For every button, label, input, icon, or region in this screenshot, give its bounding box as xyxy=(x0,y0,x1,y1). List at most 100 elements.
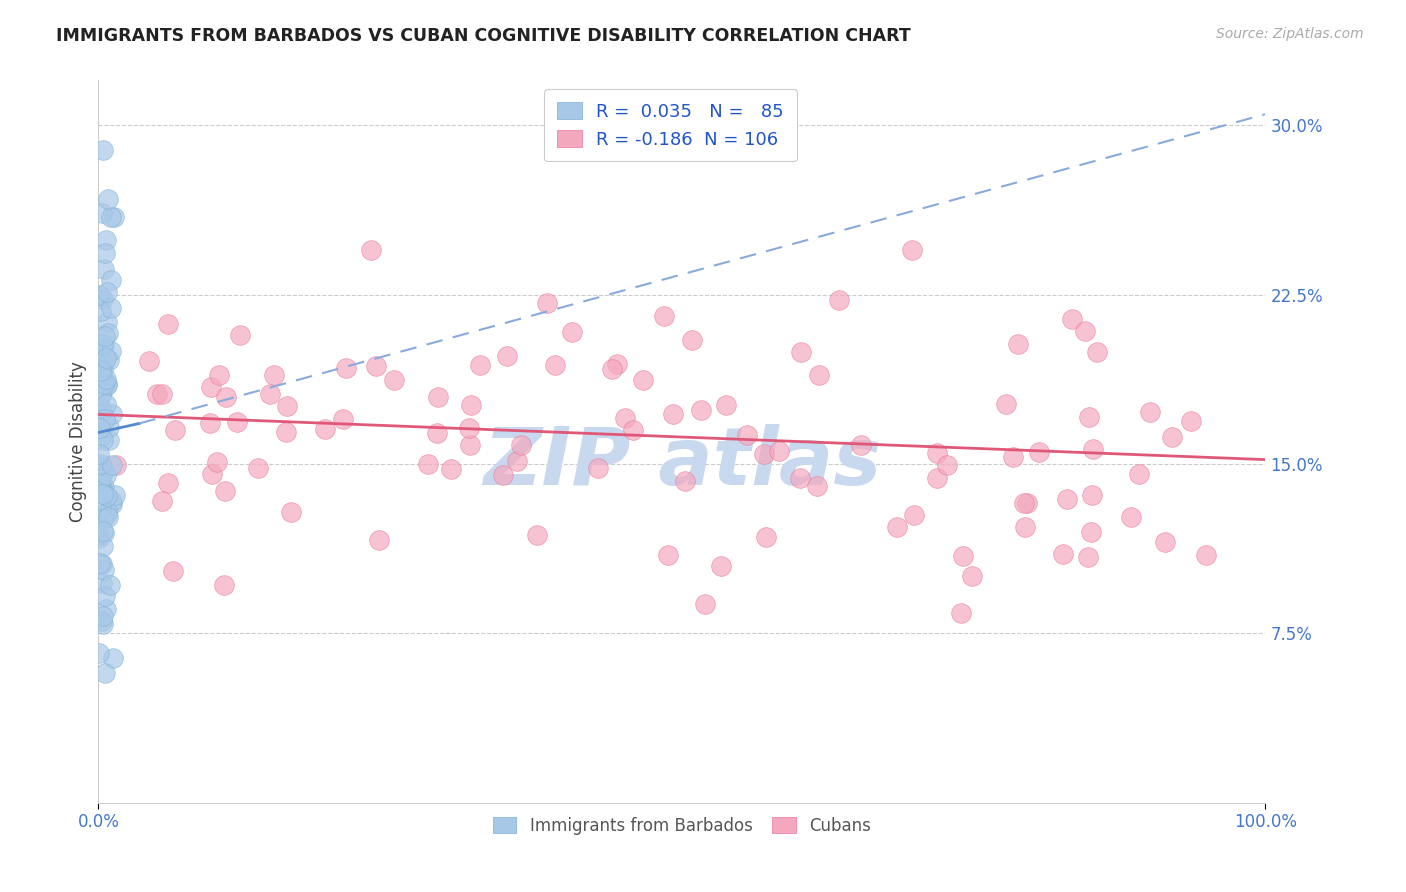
Point xyxy=(426,390,449,404)
Point xyxy=(657,548,679,562)
Point xyxy=(98,433,121,447)
Point xyxy=(1081,488,1104,502)
Point xyxy=(925,446,948,460)
Point xyxy=(94,468,117,483)
Text: Source: ZipAtlas.com: Source: ZipAtlas.com xyxy=(1216,27,1364,41)
Point xyxy=(91,466,114,480)
Point xyxy=(621,423,644,437)
Point xyxy=(631,373,654,387)
Point xyxy=(97,192,120,206)
Point xyxy=(364,359,387,374)
Point xyxy=(1153,535,1175,549)
Point xyxy=(138,354,160,368)
Point xyxy=(100,344,122,359)
Point xyxy=(162,564,184,578)
Point xyxy=(1080,525,1102,540)
Point xyxy=(382,373,405,387)
Point xyxy=(200,416,222,430)
Point xyxy=(94,665,117,680)
Point xyxy=(259,387,281,401)
Point xyxy=(93,355,115,369)
Point xyxy=(98,577,121,591)
Point xyxy=(90,340,112,354)
Point xyxy=(94,397,117,411)
Point xyxy=(94,412,117,426)
Point xyxy=(360,243,382,257)
Point xyxy=(1078,409,1101,424)
Point xyxy=(755,530,778,544)
Point xyxy=(808,368,831,382)
Point xyxy=(716,398,738,412)
Point xyxy=(368,533,391,547)
Point xyxy=(96,285,118,299)
Point xyxy=(1121,509,1143,524)
Point xyxy=(93,563,115,577)
Point xyxy=(201,467,224,481)
Point xyxy=(949,607,972,621)
Point xyxy=(215,391,238,405)
Point xyxy=(90,430,112,444)
Point xyxy=(226,415,249,429)
Point xyxy=(105,458,128,472)
Point xyxy=(100,211,122,225)
Point xyxy=(952,549,974,563)
Point xyxy=(681,333,703,347)
Point xyxy=(101,494,124,508)
Point xyxy=(93,362,115,376)
Legend: Immigrants from Barbados, Cubans: Immigrants from Barbados, Cubans xyxy=(482,807,882,845)
Point xyxy=(96,351,118,365)
Point xyxy=(440,462,463,476)
Point xyxy=(104,488,127,502)
Point xyxy=(426,425,449,440)
Point xyxy=(614,411,637,425)
Point xyxy=(94,375,117,389)
Point xyxy=(690,402,713,417)
Point xyxy=(1001,450,1024,464)
Point xyxy=(90,472,112,486)
Point xyxy=(156,475,179,490)
Point xyxy=(101,458,124,472)
Point xyxy=(561,325,583,339)
Point xyxy=(87,646,110,660)
Point xyxy=(96,376,118,391)
Point xyxy=(91,460,114,475)
Point xyxy=(90,457,112,471)
Point xyxy=(1012,496,1035,510)
Point xyxy=(93,376,115,391)
Point xyxy=(93,143,115,157)
Point xyxy=(89,363,111,377)
Point xyxy=(100,273,122,287)
Point xyxy=(101,650,124,665)
Point xyxy=(673,474,696,488)
Point xyxy=(1085,345,1108,359)
Point xyxy=(152,386,174,401)
Point xyxy=(536,296,558,310)
Point xyxy=(91,614,114,628)
Point xyxy=(1060,312,1083,326)
Point xyxy=(93,262,115,277)
Point xyxy=(91,206,114,220)
Point xyxy=(1081,442,1104,456)
Point xyxy=(98,420,121,434)
Point xyxy=(460,398,482,412)
Point xyxy=(960,569,983,583)
Point xyxy=(91,576,114,591)
Point xyxy=(1015,496,1038,510)
Point xyxy=(100,301,122,316)
Point xyxy=(458,438,481,452)
Point xyxy=(806,479,828,493)
Point xyxy=(1161,430,1184,444)
Point xyxy=(207,455,229,469)
Point xyxy=(789,344,811,359)
Point xyxy=(492,467,515,482)
Point xyxy=(208,368,231,383)
Point xyxy=(90,425,112,439)
Point xyxy=(200,380,222,394)
Point xyxy=(94,602,117,616)
Point xyxy=(103,210,125,224)
Point xyxy=(96,378,118,392)
Point xyxy=(1014,520,1036,534)
Point xyxy=(90,303,112,318)
Point xyxy=(214,484,236,499)
Point xyxy=(851,438,873,452)
